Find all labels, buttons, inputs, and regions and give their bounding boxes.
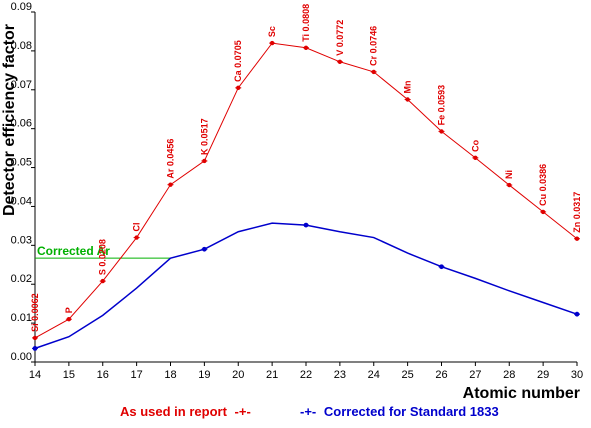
- x-tick-label: 24: [368, 369, 380, 381]
- x-tick-label: 19: [198, 369, 210, 381]
- y-axis-title: Detector efficiency factor: [1, 24, 18, 216]
- x-tick-label: 23: [334, 369, 346, 381]
- data-label: Mn: [403, 81, 413, 94]
- y-tick-label: 0.05: [11, 157, 32, 169]
- legend-marker-red-icon: -+-: [234, 404, 251, 419]
- x-tick-label: 29: [537, 369, 549, 381]
- data-label: Ar 0.0456: [166, 139, 176, 179]
- y-tick-label: 0.09: [11, 1, 32, 13]
- x-tick-label: 28: [503, 369, 515, 381]
- data-label: Fe 0.0593: [437, 85, 447, 126]
- data-label: Cu 0.0386: [538, 164, 548, 206]
- data-label: Sc: [267, 26, 277, 37]
- data-label: Ti 0.0808: [301, 4, 311, 42]
- y-tick-label: 0.00: [11, 351, 32, 363]
- y-tick-label: 0.07: [11, 79, 32, 91]
- data-label: S 0.0208: [98, 239, 108, 275]
- data-label: Zn 0.0317: [572, 192, 582, 233]
- y-tick-label: 0.02: [11, 273, 32, 285]
- legend-entry-as-used: As used in report -+-: [120, 404, 251, 419]
- legend-marker-blue-icon: -+-: [300, 404, 317, 419]
- legend-label-as-used: As used in report: [120, 404, 227, 419]
- data-label: V 0.0772: [335, 20, 345, 56]
- annotation-label: Corrected Ar: [37, 244, 110, 258]
- x-tick-label: 21: [266, 369, 278, 381]
- legend-label-corrected: Corrected for Standard 1833: [323, 404, 499, 419]
- legend-entry-corrected: -+- Corrected for Standard 1833: [300, 404, 499, 419]
- x-axis-title: Atomic number: [463, 385, 580, 400]
- x-tick-label: 14: [29, 369, 41, 381]
- data-label: Cl: [132, 223, 142, 232]
- x-tick-label: 26: [435, 369, 447, 381]
- data-label: P: [64, 307, 74, 313]
- series-line-1: [34, 222, 578, 350]
- y-tick-label: 0.04: [11, 195, 32, 207]
- x-tick-label: 17: [131, 369, 143, 381]
- x-tick-label: 18: [164, 369, 176, 381]
- data-label: Ca 0.0705: [233, 40, 243, 82]
- x-tick-label: 15: [63, 369, 75, 381]
- x-tick-label: 20: [232, 369, 244, 381]
- x-tick-label: 30: [571, 369, 583, 381]
- x-tick-label: 22: [300, 369, 312, 381]
- data-label: Si 0.0062: [30, 293, 40, 332]
- y-tick-label: 0.03: [11, 234, 32, 246]
- chart-svg: 0.00 0.01 0.02 0.03 0.04 0.05 0.06 0.07 0.08 0.09…: [1, 1, 583, 400]
- y-tick-label: 0.01: [11, 312, 32, 324]
- x-tick-label: 27: [469, 369, 481, 381]
- y-tick-label: 0.06: [11, 118, 32, 130]
- data-label: Cr 0.0746: [369, 26, 379, 66]
- data-label: K 0.0517: [199, 118, 209, 155]
- x-tick-label: 16: [97, 369, 109, 381]
- data-label: Ni: [504, 170, 514, 179]
- y-tick-label: 0.08: [11, 40, 32, 52]
- x-tick-label: 25: [402, 369, 414, 381]
- series-line-0: [34, 42, 578, 339]
- data-label: Co: [470, 139, 480, 151]
